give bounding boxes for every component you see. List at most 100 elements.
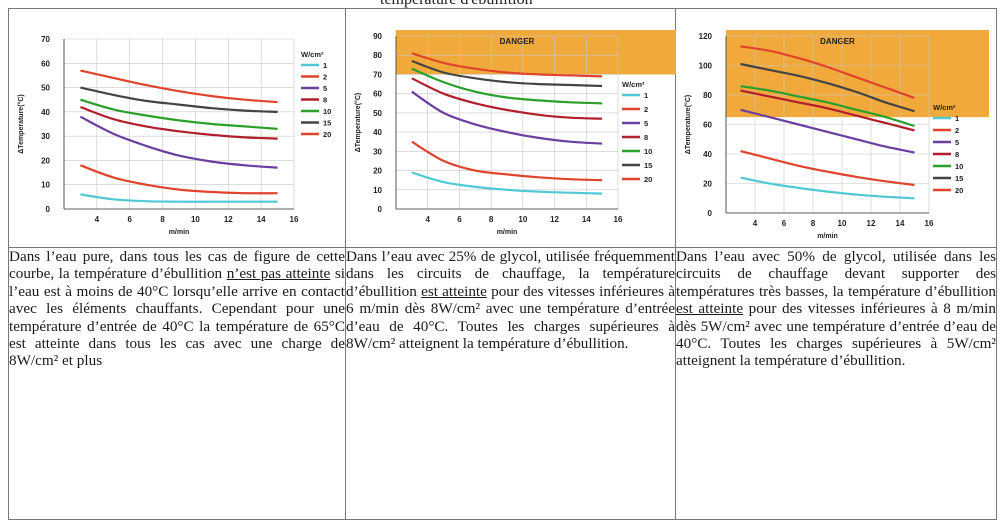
series-line-10 <box>411 67 603 105</box>
y-tick-label: 100 <box>699 62 713 71</box>
series-line-20 <box>80 69 278 104</box>
legend-label-10: 10 <box>644 147 652 156</box>
y-tick-label: 50 <box>373 109 382 118</box>
danger-label: DANGER <box>500 37 535 46</box>
y-tick-label: 70 <box>41 35 50 44</box>
series-line-20 <box>411 52 603 78</box>
y-tick-label: 30 <box>41 132 50 141</box>
text-cell-glycol-50: Dans l’eau avec 50% de glycol, utilisée … <box>675 247 997 520</box>
y-tick-label: 40 <box>41 108 50 117</box>
y-tick-label: 10 <box>373 186 382 195</box>
series-line-1 <box>80 193 278 203</box>
y-tick-label: 60 <box>41 59 50 68</box>
y-tick-label: 20 <box>41 156 50 165</box>
x-tick-label: 16 <box>290 215 299 224</box>
legend-title: W/cm² <box>622 80 645 89</box>
series-line-15 <box>740 62 915 113</box>
x-tick-label: 6 <box>457 215 462 224</box>
legend-label-2: 2 <box>644 105 648 114</box>
danger-zone <box>726 30 989 118</box>
y-tick-label: 20 <box>703 180 712 189</box>
series-line-5 <box>740 108 915 154</box>
description-underlined: est atteinte <box>421 282 487 300</box>
series-line-5 <box>411 90 603 145</box>
x-tick-label: 12 <box>867 219 876 228</box>
legend-label-15: 15 <box>644 161 652 170</box>
series-line-8 <box>411 77 603 120</box>
legend-label-15: 15 <box>955 174 963 183</box>
plot-area <box>64 39 294 209</box>
description-text: Dans l’eau avec 25% de glycol, utilisée … <box>346 248 675 300</box>
description-text: si l’eau est à moins de 40°C lorsqu’elle… <box>9 265 345 370</box>
y-tick-label: 40 <box>703 150 712 159</box>
y-tick-label: 80 <box>703 91 712 100</box>
x-tick-label: 14 <box>896 219 905 228</box>
description-glycol-50: Dans l’eau avec 50% de glycol, utilisée … <box>676 248 996 370</box>
series-line-15 <box>80 86 278 113</box>
text-cell-glycol-25: Dans l’eau avec 25% de glycol, utilisée … <box>345 247 676 520</box>
x-tick-label: 8 <box>811 219 816 228</box>
series-line-8 <box>740 89 915 132</box>
x-tick-label: 12 <box>224 215 233 224</box>
y-tick-label: 40 <box>373 128 382 137</box>
series-line-8 <box>80 105 278 140</box>
y-tick-label: 0 <box>378 205 383 214</box>
text-row: Dans l’eau pure, dans tous les cas de fi… <box>8 247 997 520</box>
y-tick-label: 0 <box>46 205 51 214</box>
legend-label-20: 20 <box>955 186 963 195</box>
series-line-10 <box>740 85 915 128</box>
y-tick-label: 80 <box>373 51 382 60</box>
x-axis-label: m/min <box>497 229 518 236</box>
x-tick-label: 12 <box>550 215 559 224</box>
legend-label-10: 10 <box>323 107 331 116</box>
x-tick-label: 4 <box>753 219 758 228</box>
y-tick-label: 120 <box>699 32 713 41</box>
chart-cell-glycol-50: DANGER 0 20 40 60 80 100 120 4 6 8 10 12 14 16 m/min ΔTe… <box>675 8 997 248</box>
x-tick-label: 10 <box>191 215 200 224</box>
description-text: pour des vitesses inférieures à 8 m/min … <box>676 300 996 370</box>
description-text: pour des vitesses inférieures à 6 m/min … <box>346 282 675 353</box>
y-axis-label: ΔTemperature(°C) <box>17 94 25 153</box>
legend-label-8: 8 <box>955 150 959 159</box>
x-axis-label: m/min <box>817 233 838 240</box>
legend-label-5: 5 <box>323 84 327 93</box>
series-line-2 <box>80 164 278 195</box>
series-line-2 <box>740 150 915 187</box>
legend-label-1: 1 <box>955 114 959 123</box>
y-tick-label: 0 <box>708 209 713 218</box>
danger-zone <box>396 30 676 75</box>
x-tick-label: 16 <box>925 219 934 228</box>
x-tick-label: 8 <box>160 215 165 224</box>
description-text: Dans l’eau avec 50% de glycol, utilisée … <box>676 248 996 300</box>
description-text: Dans l’eau pure, dans tous les cas de fi… <box>9 248 345 283</box>
x-tick-label: 16 <box>614 215 623 224</box>
legend-label-20: 20 <box>644 175 652 184</box>
y-tick-label: 60 <box>373 90 382 99</box>
series-line-2 <box>411 140 603 182</box>
legend-label-5: 5 <box>955 138 959 147</box>
x-tick-label: 10 <box>838 219 847 228</box>
x-axis-label: m/min <box>169 229 190 236</box>
x-tick-label: 8 <box>489 215 494 224</box>
x-tick-label: 10 <box>518 215 527 224</box>
legend-label-8: 8 <box>644 133 648 142</box>
y-tick-label: 70 <box>373 70 382 79</box>
x-tick-label: 4 <box>425 215 430 224</box>
series-line-20 <box>740 45 915 100</box>
y-tick-label: 10 <box>41 181 50 190</box>
y-tick-label: 90 <box>373 32 382 41</box>
x-tick-label: 6 <box>127 215 132 224</box>
legend-label-2: 2 <box>323 73 327 82</box>
x-tick-label: 14 <box>582 215 591 224</box>
legend-title: W/cm² <box>301 50 324 59</box>
text-cell-pure-water: Dans l’eau pure, dans tous les cas de fi… <box>8 247 346 520</box>
danger-label: DANGER <box>820 37 855 46</box>
legend-label-5: 5 <box>644 119 648 128</box>
y-tick-label: 20 <box>373 167 382 176</box>
description-underlined: n’est pas atteinte <box>226 265 331 283</box>
legend-label-1: 1 <box>323 61 327 70</box>
header-fragment-text: température d'ébullition <box>380 0 533 8</box>
y-tick-label: 60 <box>703 121 712 130</box>
